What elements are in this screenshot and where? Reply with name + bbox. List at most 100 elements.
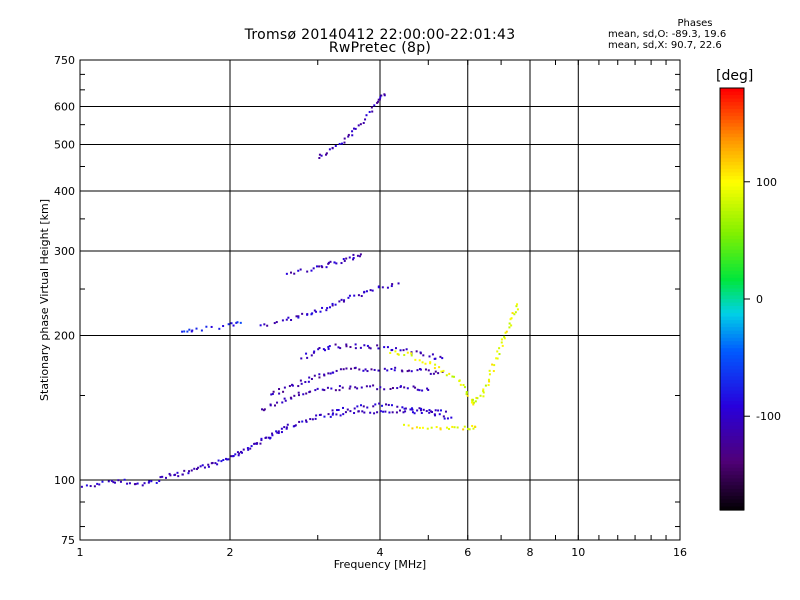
data-point xyxy=(514,311,517,314)
colorbar-strip xyxy=(720,379,744,384)
data-point xyxy=(393,369,396,372)
data-point xyxy=(297,315,300,318)
data-point xyxy=(377,98,380,101)
colorbar-strip xyxy=(720,95,744,100)
data-point xyxy=(427,388,430,391)
data-point xyxy=(511,312,514,315)
data-point xyxy=(254,442,257,445)
data-point xyxy=(472,401,475,404)
colorbar-strip xyxy=(720,88,744,93)
data-point xyxy=(420,412,423,415)
colorbar-strip xyxy=(720,161,744,166)
colorbar-strip xyxy=(720,246,744,251)
data-point xyxy=(230,322,233,325)
colorbar-strip xyxy=(720,418,744,423)
data-point xyxy=(354,347,357,350)
data-point xyxy=(380,94,383,97)
data-point xyxy=(338,300,341,303)
colorbar-strip xyxy=(720,179,744,184)
data-point xyxy=(345,367,348,370)
data-point xyxy=(263,408,266,411)
data-point xyxy=(96,482,99,485)
colorbar-strip xyxy=(720,457,744,462)
data-point xyxy=(429,372,432,375)
data-point xyxy=(426,387,429,390)
data-point xyxy=(119,480,122,483)
data-point xyxy=(199,465,202,468)
data-point xyxy=(422,354,425,357)
data-point xyxy=(318,153,321,156)
data-point xyxy=(369,289,372,292)
data-point xyxy=(323,389,326,392)
x-tick-label: 10 xyxy=(571,546,585,559)
colorbar-strip xyxy=(720,337,744,342)
data-point xyxy=(222,459,225,462)
data-point xyxy=(326,307,329,310)
data-point xyxy=(349,410,352,413)
colorbar-strip xyxy=(720,302,744,307)
data-point xyxy=(411,408,414,411)
colorbar-strip xyxy=(720,151,744,156)
colorbar-strip xyxy=(720,204,744,209)
data-point xyxy=(431,353,434,356)
data-point xyxy=(357,410,360,413)
y-tick-label: 750 xyxy=(54,54,75,67)
data-point xyxy=(383,346,386,349)
data-point xyxy=(391,411,394,414)
colorbar-strip xyxy=(720,495,744,501)
colorbar-strip xyxy=(720,499,744,504)
data-point xyxy=(280,427,283,430)
data-point xyxy=(475,396,478,399)
data-point xyxy=(275,321,278,324)
data-point xyxy=(306,313,309,316)
data-point xyxy=(359,123,362,126)
data-point xyxy=(419,368,422,371)
data-point xyxy=(342,368,345,371)
data-point xyxy=(277,430,280,433)
colorbar-strip xyxy=(720,260,744,265)
data-point xyxy=(439,355,442,358)
data-point xyxy=(482,388,485,391)
data-point xyxy=(259,324,262,327)
data-point xyxy=(322,348,325,351)
data-point xyxy=(365,114,368,117)
colorbar-strip xyxy=(720,144,744,149)
data-point xyxy=(288,385,291,388)
data-point xyxy=(339,368,342,371)
data-point xyxy=(404,407,407,410)
data-point xyxy=(107,480,110,483)
data-point xyxy=(376,411,379,414)
data-point xyxy=(378,98,381,101)
colorbar-strip xyxy=(720,323,744,328)
data-point xyxy=(276,431,279,434)
data-point xyxy=(406,387,409,390)
data-point xyxy=(210,325,213,328)
data-point xyxy=(451,425,454,428)
data-point xyxy=(318,376,321,379)
data-point xyxy=(289,396,292,399)
data-point xyxy=(462,428,465,431)
data-point xyxy=(472,427,475,430)
data-point xyxy=(496,357,499,360)
colorbar-strip xyxy=(720,133,744,138)
data-point xyxy=(390,368,393,371)
data-point xyxy=(334,389,337,392)
data-point xyxy=(386,286,389,289)
data-point xyxy=(356,405,359,408)
data-point xyxy=(418,426,421,429)
data-point xyxy=(325,266,328,269)
colorbar-strip xyxy=(720,488,744,494)
colorbar-strip xyxy=(720,239,744,244)
data-point xyxy=(304,381,307,384)
data-point xyxy=(236,321,239,324)
data-point xyxy=(344,411,347,414)
data-point xyxy=(141,484,144,487)
data-point xyxy=(429,362,432,365)
data-point xyxy=(369,385,372,388)
data-point xyxy=(429,361,432,364)
data-point xyxy=(266,324,269,327)
data-point xyxy=(434,370,437,373)
data-point xyxy=(222,325,225,328)
data-point xyxy=(264,436,267,439)
data-point xyxy=(285,426,288,429)
